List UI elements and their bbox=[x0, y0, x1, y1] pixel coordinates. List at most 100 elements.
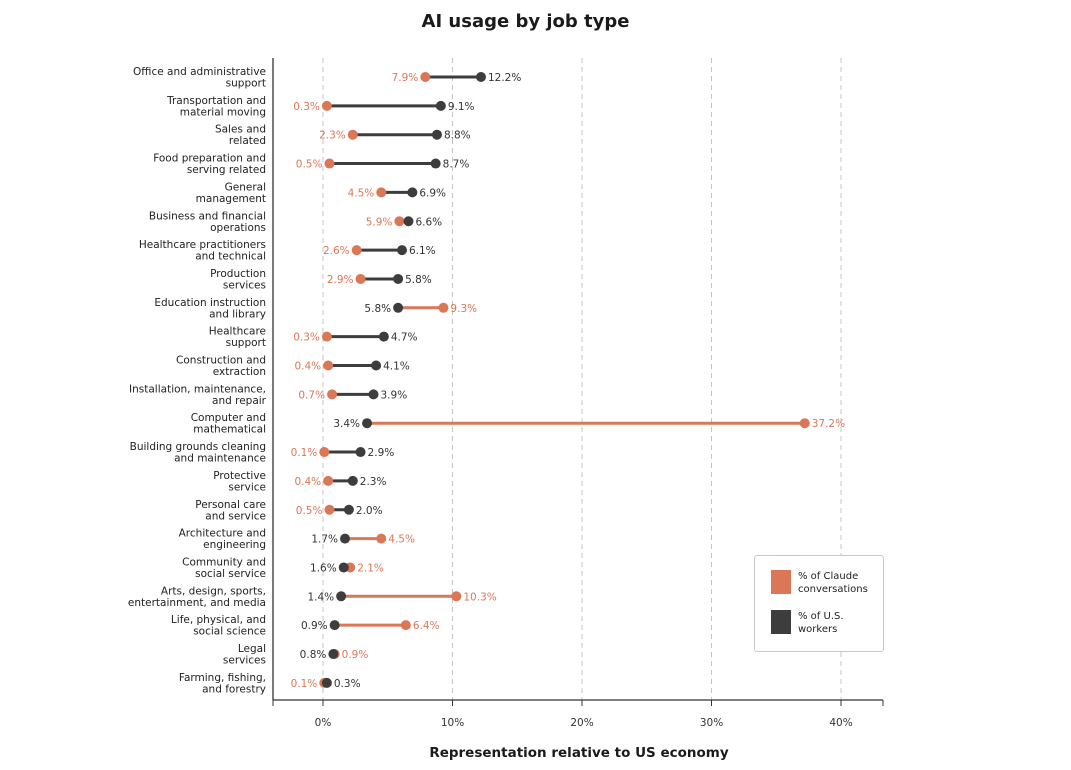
claude-point bbox=[438, 302, 449, 313]
workers-point bbox=[321, 677, 332, 688]
claude-point bbox=[400, 620, 411, 631]
category-label: Business and financial operations bbox=[149, 210, 266, 234]
claude-point bbox=[355, 273, 366, 284]
claude-point bbox=[323, 475, 334, 486]
claude-value-label: 0.1% bbox=[291, 678, 318, 690]
workers-value-label: 2.9% bbox=[368, 447, 395, 459]
claude-point bbox=[324, 158, 335, 169]
chart-title: AI usage by job type bbox=[421, 11, 630, 32]
category-label: Transportation and material moving bbox=[166, 95, 266, 119]
workers-value-label: 0.8% bbox=[300, 649, 327, 661]
category-label: Education instruction and library bbox=[154, 297, 266, 321]
workers-point bbox=[393, 302, 404, 313]
x-tick-label: 40% bbox=[829, 717, 852, 729]
workers-point bbox=[396, 245, 407, 256]
category-label: Community and social service bbox=[182, 556, 266, 580]
workers-value-label: 3.9% bbox=[381, 389, 408, 401]
workers-point bbox=[355, 447, 366, 458]
category-label: Architecture and engineering bbox=[179, 528, 266, 552]
legend: % of Claude conversations % of U.S. work… bbox=[754, 555, 884, 652]
workers-value-label: 1.4% bbox=[307, 591, 334, 603]
legend-swatch-workers bbox=[771, 610, 791, 634]
x-tick-label: 20% bbox=[570, 717, 593, 729]
claude-point bbox=[319, 447, 330, 458]
claude-point bbox=[376, 533, 387, 544]
workers-point bbox=[362, 418, 373, 429]
legend-item-workers: % of U.S. workers bbox=[771, 610, 878, 636]
dumbbell-marks: 7.9% 12.2% 0.3% 9.1% 2.3% 8.8% 0.5% 8.7% 4.5% 6.9… bbox=[291, 72, 845, 690]
workers-value-label: 8.8% bbox=[444, 130, 471, 142]
claude-value-label: 0.1% bbox=[291, 447, 318, 459]
x-tick-label: 10% bbox=[441, 717, 464, 729]
category-label: Protective service bbox=[213, 470, 266, 494]
claude-point bbox=[420, 72, 431, 82]
x-axis-label: Representation relative to US economy bbox=[429, 745, 729, 761]
claude-value-label: 0.9% bbox=[342, 649, 369, 661]
workers-value-label: 4.1% bbox=[383, 361, 410, 373]
claude-value-label: 2.9% bbox=[327, 274, 354, 286]
workers-point bbox=[393, 273, 404, 284]
claude-value-label: 2.1% bbox=[357, 562, 384, 574]
category-label: Sales and related bbox=[215, 124, 266, 148]
claude-value-label: 9.3% bbox=[450, 303, 477, 315]
category-label: Installation, maintenance, and repair bbox=[129, 383, 267, 407]
workers-value-label: 6.6% bbox=[415, 216, 442, 228]
legend-label-claude: % of Claude conversations bbox=[798, 571, 868, 595]
workers-point bbox=[336, 591, 347, 602]
workers-point bbox=[378, 331, 389, 342]
claude-value-label: 4.5% bbox=[388, 534, 415, 546]
axes bbox=[272, 58, 884, 706]
workers-value-label: 4.7% bbox=[391, 332, 418, 344]
claude-value-label: 0.3% bbox=[293, 332, 320, 344]
workers-point bbox=[328, 649, 339, 659]
claude-value-label: 0.3% bbox=[293, 101, 320, 113]
claude-value-label: 10.3% bbox=[463, 591, 496, 603]
category-label: Food preparation and serving related bbox=[153, 153, 266, 177]
category-label: General management bbox=[196, 181, 266, 205]
x-tick-labels: 0% 10% 20% 30% 40% bbox=[315, 717, 853, 729]
workers-point bbox=[407, 187, 418, 198]
workers-point bbox=[430, 158, 441, 169]
category-label: Construction and extraction bbox=[176, 355, 266, 379]
workers-value-label: 8.7% bbox=[443, 159, 470, 171]
claude-value-label: 37.2% bbox=[812, 418, 845, 430]
claude-point bbox=[321, 331, 332, 342]
workers-value-label: 6.9% bbox=[419, 187, 446, 199]
claude-value-label: 6.4% bbox=[413, 620, 440, 632]
workers-point bbox=[338, 562, 349, 573]
workers-value-label: 2.3% bbox=[360, 476, 387, 488]
legend-label-workers: % of U.S. workers bbox=[798, 611, 844, 635]
claude-point bbox=[351, 245, 362, 256]
workers-value-label: 5.8% bbox=[405, 274, 432, 286]
workers-value-label: 1.7% bbox=[311, 534, 338, 546]
workers-point bbox=[368, 389, 379, 400]
claude-point bbox=[323, 360, 334, 371]
workers-point bbox=[340, 533, 351, 544]
claude-value-label: 0.5% bbox=[296, 159, 323, 171]
category-label: Building grounds cleaning and maintenance bbox=[130, 441, 266, 465]
category-label: Arts, design, sports, entertainment, and … bbox=[128, 585, 266, 609]
claude-point bbox=[321, 100, 332, 111]
workers-value-label: 12.2% bbox=[488, 72, 521, 84]
category-label: Personal care and service bbox=[195, 499, 266, 523]
claude-point bbox=[347, 129, 358, 140]
claude-value-label: 2.6% bbox=[323, 245, 350, 257]
category-label: Healthcare practitioners and technical bbox=[139, 239, 266, 263]
x-tick-label: 30% bbox=[700, 717, 723, 729]
claude-point bbox=[376, 187, 387, 198]
claude-point bbox=[799, 418, 810, 429]
category-label: Legal services bbox=[223, 643, 266, 667]
workers-point bbox=[343, 504, 354, 515]
claude-value-label: 2.3% bbox=[319, 130, 346, 142]
workers-value-label: 1.6% bbox=[310, 562, 337, 574]
workers-value-label: 5.8% bbox=[364, 303, 391, 315]
workers-value-label: 2.0% bbox=[356, 505, 383, 517]
workers-point bbox=[329, 620, 340, 631]
claude-value-label: 0.4% bbox=[294, 476, 321, 488]
claude-point bbox=[394, 216, 405, 227]
claude-value-label: 0.7% bbox=[298, 389, 325, 401]
workers-value-label: 0.9% bbox=[301, 620, 328, 632]
workers-value-label: 6.1% bbox=[409, 245, 436, 257]
workers-point bbox=[347, 475, 358, 486]
